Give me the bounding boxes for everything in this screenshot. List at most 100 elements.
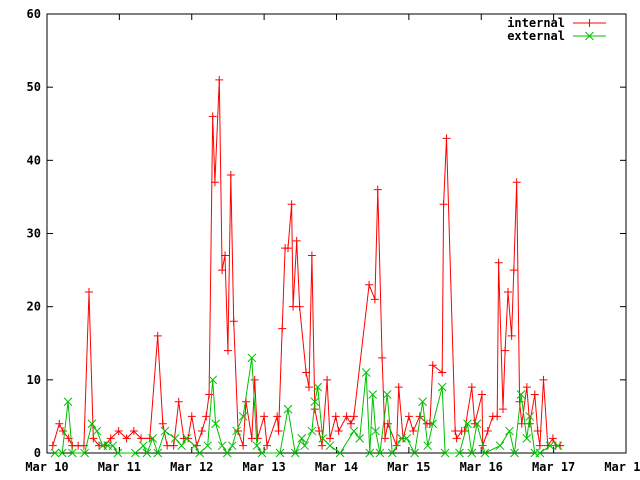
data-point-cross	[510, 448, 519, 458]
data-point-plus	[58, 427, 67, 436]
data-point-cross	[318, 434, 328, 443]
data-point-plus	[202, 412, 211, 421]
data-point-cross	[87, 419, 97, 429]
data-point-cross	[297, 434, 307, 443]
data-point-cross	[387, 448, 397, 458]
y-tick-label: 60	[27, 7, 41, 21]
data-point-cross	[130, 448, 140, 458]
data-point-plus	[304, 383, 313, 392]
data-point-plus	[394, 383, 403, 392]
data-point-cross	[283, 404, 293, 414]
data-point-cross	[138, 441, 148, 451]
data-point-cross	[142, 448, 152, 458]
data-point-cross	[238, 412, 248, 421]
data-point-plus	[522, 383, 531, 392]
data-point-plus	[221, 251, 230, 260]
x-tick-label: Mar 14	[315, 460, 358, 474]
data-point-plus	[585, 19, 594, 27]
data-point-cross	[63, 397, 73, 407]
data-point-plus	[504, 288, 513, 297]
data-point-plus	[187, 412, 196, 421]
data-point-cross	[402, 434, 412, 443]
data-point-plus	[250, 375, 259, 384]
data-point-plus	[318, 441, 327, 450]
data-point-cross	[467, 448, 477, 458]
data-point-plus	[174, 397, 183, 406]
data-point-cross	[472, 419, 482, 429]
data-point-cross	[375, 448, 385, 458]
data-point-plus	[292, 236, 301, 245]
data-point-plus	[507, 331, 516, 340]
data-point-cross	[371, 426, 380, 436]
data-point-cross	[148, 434, 158, 443]
data-point-plus	[533, 427, 542, 436]
data-point-cross	[222, 448, 232, 458]
data-point-plus	[548, 434, 557, 443]
y-tick-label: 0	[34, 446, 41, 460]
data-point-plus	[169, 441, 178, 450]
data-point-plus	[349, 412, 358, 421]
data-point-plus	[210, 178, 219, 187]
data-point-cross	[522, 434, 532, 443]
data-point-plus	[122, 434, 131, 443]
data-point-plus	[380, 434, 389, 443]
data-point-cross	[313, 382, 323, 392]
data-point-plus	[331, 412, 340, 421]
data-point-cross	[67, 448, 77, 458]
data-point-cross	[252, 441, 262, 451]
data-point-cross	[368, 390, 378, 399]
plot-border	[46, 13, 627, 454]
data-point-plus	[501, 346, 510, 355]
data-point-plus	[89, 434, 98, 443]
data-point-plus	[55, 419, 64, 428]
x-tick-label: Mar 11	[98, 460, 141, 474]
data-point-cross	[428, 419, 438, 429]
data-point-plus	[48, 441, 57, 450]
data-point-cross	[437, 382, 447, 392]
data-point-cross	[440, 448, 450, 458]
series-external	[50, 353, 563, 458]
data-point-plus	[223, 346, 232, 355]
data-point-cross	[290, 448, 300, 458]
data-point-plus	[370, 295, 379, 304]
series-line-external	[55, 357, 558, 455]
data-point-plus	[278, 324, 287, 333]
data-point-plus	[263, 441, 272, 450]
x-tick-label: Mar 15	[387, 460, 430, 474]
data-point-plus	[334, 427, 343, 436]
data-point-cross	[300, 441, 310, 451]
data-point-plus	[260, 412, 269, 421]
data-point-cross	[516, 390, 526, 399]
data-point-cross	[423, 441, 433, 451]
data-point-plus	[226, 170, 235, 179]
data-point-cross	[365, 448, 375, 458]
data-point-cross	[170, 434, 180, 443]
data-point-cross	[208, 375, 218, 385]
data-point-plus	[153, 331, 162, 340]
data-point-cross	[217, 441, 227, 451]
data-point-cross	[211, 419, 220, 429]
data-point-cross	[535, 448, 545, 458]
data-point-plus	[218, 266, 227, 275]
legend-label-external: external	[507, 29, 565, 43]
data-point-cross	[108, 441, 118, 451]
y-tick-label: 50	[27, 80, 41, 94]
x-tick-label: Mar 17	[532, 460, 575, 474]
data-point-cross	[57, 448, 67, 458]
data-point-cross	[480, 448, 490, 458]
y-tick-label: 20	[27, 300, 41, 314]
data-point-cross	[275, 448, 285, 458]
x-tick-label: Mar 18	[604, 460, 640, 474]
data-point-plus	[365, 280, 374, 289]
y-tick-label: 10	[27, 373, 41, 387]
data-point-plus	[307, 251, 316, 260]
data-point-plus	[253, 434, 262, 443]
data-point-plus	[442, 134, 451, 143]
data-point-plus	[323, 375, 332, 384]
data-point-cross	[325, 441, 335, 451]
data-point-plus	[295, 302, 304, 311]
data-point-plus	[525, 419, 534, 428]
data-point-cross	[525, 412, 535, 421]
